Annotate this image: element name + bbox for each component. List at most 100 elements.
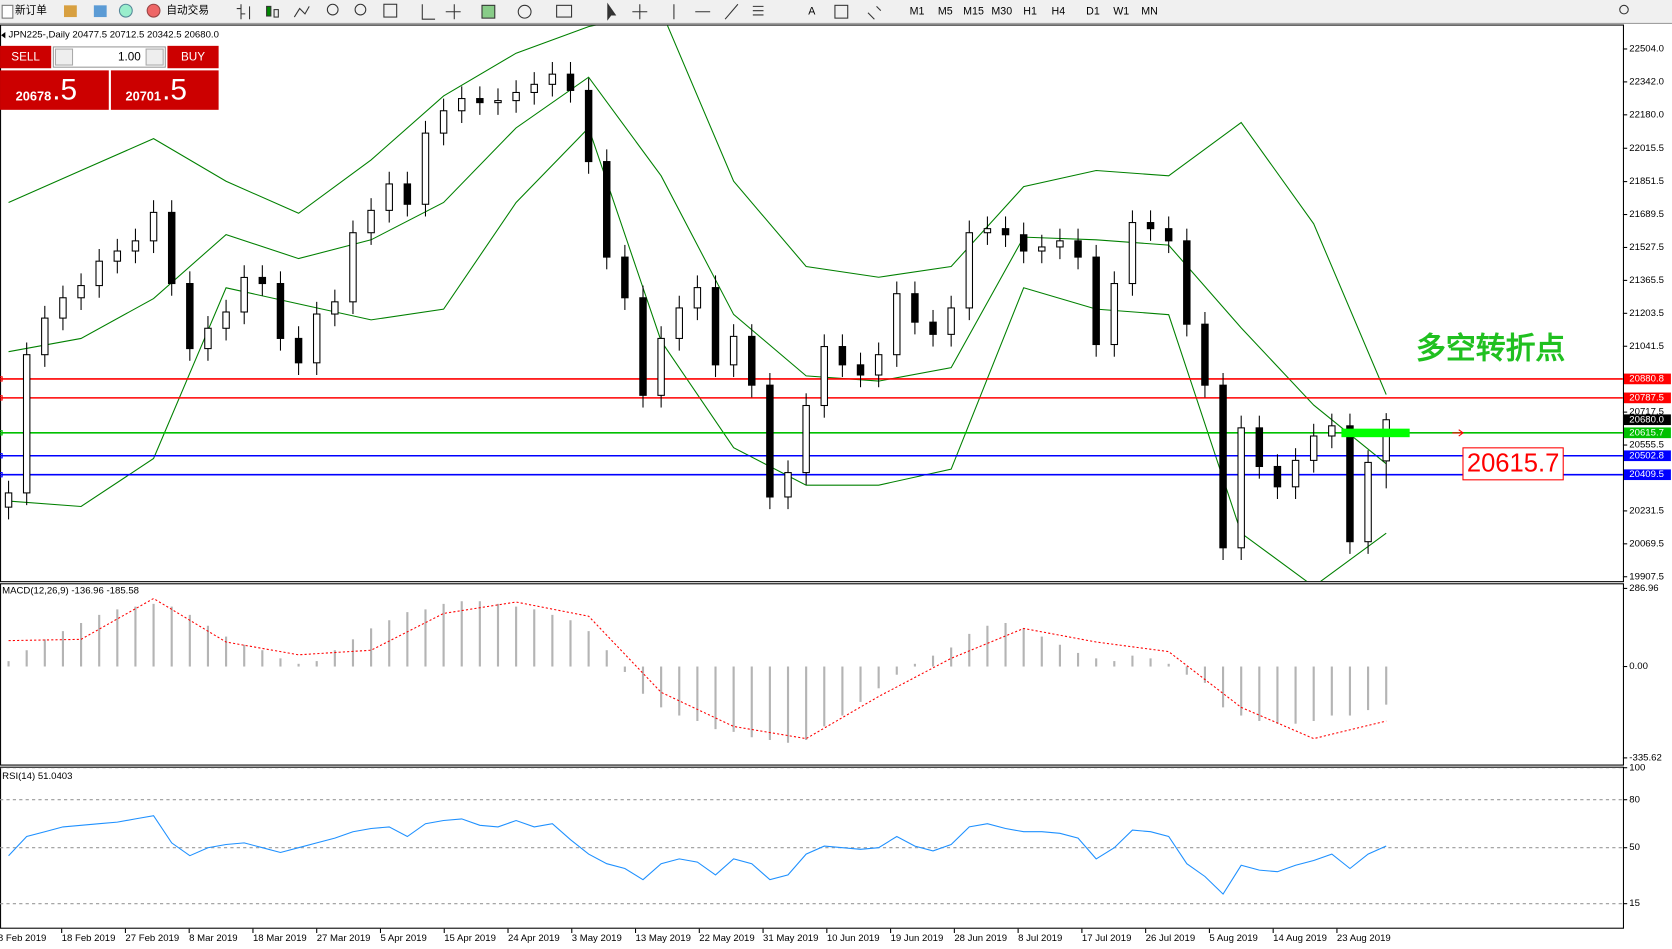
candle-body xyxy=(639,297,647,396)
search-icon[interactable] xyxy=(1619,4,1629,15)
timeframes: M1 M5 M15 M30 H1 H4 D1 W1 MN xyxy=(910,6,1158,18)
buy-button[interactable] xyxy=(167,45,219,69)
x-tick-label: 8 Jul 2019 xyxy=(1018,933,1062,944)
candle-body xyxy=(983,228,992,234)
candle-body xyxy=(403,183,412,205)
candle-body xyxy=(929,321,937,335)
price-level-tag xyxy=(1623,373,1671,385)
y-tick-label: 21203.5 xyxy=(1629,308,1664,319)
indicators-icon[interactable] xyxy=(481,4,496,19)
timeframe-button[interactable]: M30 xyxy=(991,6,1012,18)
candle-body xyxy=(947,307,955,335)
text-tool[interactable]: A xyxy=(808,6,816,18)
candle-icon[interactable] xyxy=(266,5,272,17)
x-tick-label: 14 Aug 2019 xyxy=(1273,933,1327,944)
lot-down[interactable] xyxy=(54,48,74,66)
candle-body xyxy=(1164,228,1173,242)
price-level-label: 20615.7 xyxy=(1629,427,1664,438)
timeframe-button[interactable]: W1 xyxy=(1113,6,1129,18)
candle-body xyxy=(965,232,974,309)
timeframe-button[interactable]: MN xyxy=(1141,6,1158,18)
auto-trade-button[interactable]: 自动交易 xyxy=(166,3,209,16)
timeframe-button[interactable]: H4 xyxy=(1052,6,1066,18)
icon[interactable] xyxy=(118,3,133,18)
ask-box[interactable] xyxy=(110,70,219,110)
candle-body xyxy=(276,283,285,339)
drawing-icons[interactable] xyxy=(632,3,764,20)
label-tool[interactable] xyxy=(834,4,849,19)
candle-body xyxy=(766,384,774,498)
y-tick-label: 20231.5 xyxy=(1629,505,1664,516)
annotation-arrow xyxy=(1452,429,1464,437)
y-tick-label: 21851.5 xyxy=(1629,176,1664,187)
band-lower xyxy=(8,126,1387,582)
candle-body xyxy=(530,83,538,94)
shapes-icon[interactable] xyxy=(867,6,882,20)
new-order-icon[interactable] xyxy=(1,4,14,19)
sell-label[interactable]: SELL xyxy=(11,51,40,64)
candle-body xyxy=(1255,427,1264,468)
cursor-icon[interactable] xyxy=(607,2,617,21)
bid-pip[interactable]: .5 xyxy=(52,74,77,107)
y-tick-label: 0.00 xyxy=(1629,661,1648,672)
tile-icon[interactable] xyxy=(383,3,398,18)
timeframe-button[interactable]: M1 xyxy=(910,6,925,18)
candle-body xyxy=(1309,435,1318,461)
sell-button[interactable] xyxy=(0,45,52,69)
icon[interactable] xyxy=(93,5,107,18)
auto-trade-icon[interactable] xyxy=(146,3,161,18)
candle-icon[interactable] xyxy=(273,9,279,18)
band-upper xyxy=(8,25,1387,395)
bid-box[interactable] xyxy=(0,70,109,110)
main-panel-border xyxy=(0,24,1624,583)
candle-body xyxy=(856,364,865,376)
candle-body xyxy=(77,285,85,299)
x-tick-label: 8 Mar 2019 xyxy=(189,933,237,944)
timeframe-button[interactable]: D1 xyxy=(1086,6,1100,18)
templates-icon[interactable] xyxy=(556,4,573,18)
x-tick-label: 27 Mar 2019 xyxy=(317,933,371,944)
candle-body xyxy=(1183,240,1191,325)
candle-body xyxy=(476,98,484,104)
y-tick-label: 286.96 xyxy=(1629,583,1658,594)
y-tick-label: 21527.5 xyxy=(1629,242,1664,253)
x-tick-label: 19 Jun 2019 xyxy=(891,933,944,944)
buy-label[interactable]: BUY xyxy=(181,51,205,64)
periods-icon[interactable] xyxy=(517,4,532,19)
candle-body xyxy=(149,211,158,242)
scroll-icon[interactable] xyxy=(421,4,461,20)
y-tick-label: 80 xyxy=(1629,794,1640,805)
x-tick-label: 26 Jul 2019 xyxy=(1146,933,1196,944)
timeframe-button[interactable]: M5 xyxy=(938,6,953,18)
candle-body xyxy=(1074,240,1082,258)
bid-main[interactable]: 20678 xyxy=(16,88,52,103)
line-chart-icon[interactable] xyxy=(293,6,310,18)
candle-body xyxy=(22,354,31,494)
signal-line xyxy=(8,597,1387,740)
rsi-plot xyxy=(0,767,1623,905)
x-tick-label: 17 Jul 2019 xyxy=(1082,933,1132,944)
collapse-arrow xyxy=(1,31,6,39)
candle-body xyxy=(186,283,194,350)
lot-up[interactable] xyxy=(145,48,164,66)
x-tick-label: 10 Jun 2019 xyxy=(827,933,880,944)
new-order-button[interactable]: 新订单 xyxy=(15,3,47,16)
bar-chart-icon[interactable] xyxy=(236,4,251,20)
zoom-in-icon[interactable] xyxy=(326,3,339,16)
candle-body xyxy=(820,346,829,407)
y-tick-label: 22342.0 xyxy=(1629,76,1664,87)
price-level-marker xyxy=(0,453,3,459)
macd-plot xyxy=(7,597,1388,743)
ask-pip[interactable]: .5 xyxy=(162,74,187,107)
icon[interactable] xyxy=(64,5,77,18)
y-tick-label: 100 xyxy=(1629,762,1645,773)
toolbar-icons xyxy=(236,2,882,21)
lot-input[interactable] xyxy=(52,46,166,68)
ask-main[interactable]: 20701 xyxy=(125,88,161,103)
y-tick-label: 15 xyxy=(1629,898,1640,909)
lot-value[interactable]: 1.00 xyxy=(118,51,141,64)
timeframe-button[interactable]: H1 xyxy=(1023,6,1037,18)
timeframe-button[interactable]: M15 xyxy=(963,6,984,18)
zoom-out-icon[interactable] xyxy=(354,3,367,16)
annotation-text: 多空转折点 xyxy=(1416,333,1565,366)
